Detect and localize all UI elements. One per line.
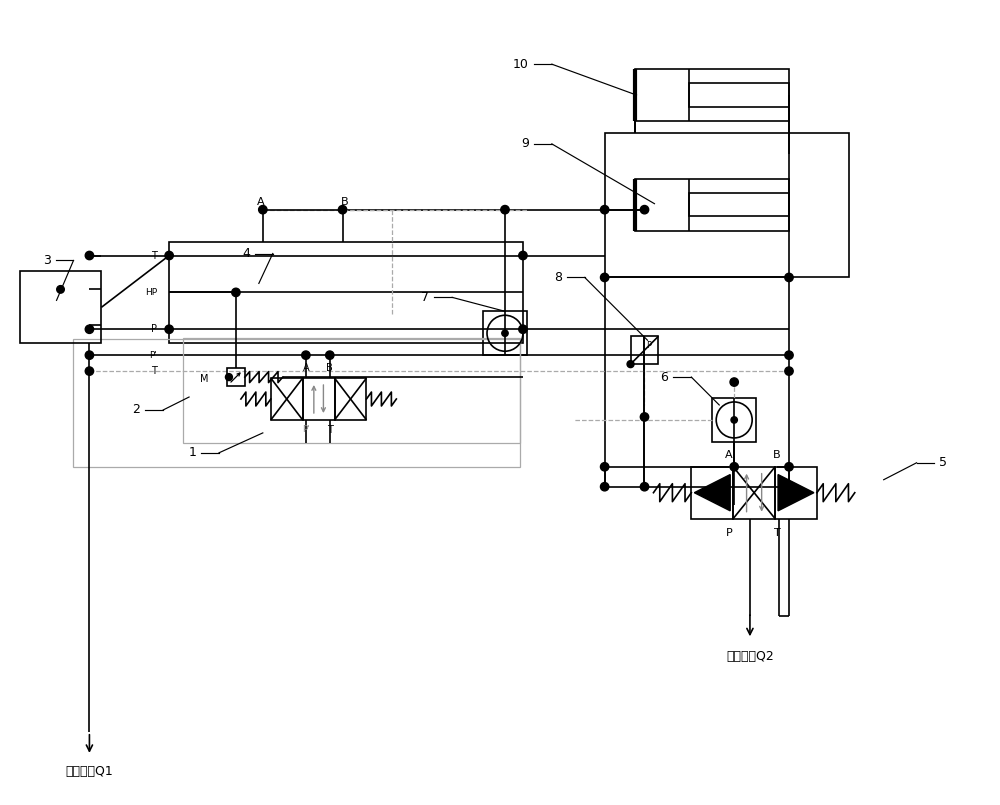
Circle shape (85, 367, 94, 375)
Circle shape (302, 351, 310, 359)
Circle shape (785, 367, 793, 375)
Bar (169, 242, 523, 343)
Circle shape (326, 351, 334, 359)
Circle shape (785, 463, 793, 471)
Text: B: B (326, 363, 333, 374)
Text: 压力油源Q1: 压力油源Q1 (66, 766, 113, 778)
Text: T: T (327, 425, 333, 435)
Text: 8: 8 (554, 271, 562, 284)
Text: P: P (151, 324, 157, 334)
Circle shape (519, 251, 527, 260)
Bar (20, 271, 101, 343)
Circle shape (232, 288, 240, 296)
Circle shape (730, 463, 738, 471)
Circle shape (338, 205, 347, 214)
Text: P: P (726, 527, 732, 538)
Text: B: B (341, 196, 348, 207)
Circle shape (785, 482, 793, 491)
Circle shape (85, 325, 94, 333)
Circle shape (57, 286, 64, 293)
Circle shape (165, 251, 173, 260)
Bar (483, 312, 527, 355)
Text: P': P' (302, 425, 310, 435)
Circle shape (627, 361, 634, 368)
Bar (183, 338, 520, 443)
Bar (635, 69, 789, 121)
Circle shape (502, 330, 508, 336)
Text: A: A (257, 196, 265, 207)
Circle shape (259, 205, 267, 214)
Text: HP: HP (145, 288, 157, 297)
Text: 7: 7 (421, 291, 429, 303)
Text: 6: 6 (661, 370, 668, 384)
Circle shape (225, 374, 232, 381)
Circle shape (731, 417, 737, 423)
Text: 10: 10 (513, 58, 529, 71)
Circle shape (730, 378, 738, 386)
Circle shape (600, 273, 609, 282)
Circle shape (600, 463, 609, 471)
Text: P': P' (149, 351, 157, 360)
Text: 合流油源Q2: 合流油源Q2 (726, 650, 774, 663)
Text: 9: 9 (521, 138, 529, 151)
Text: 2: 2 (132, 403, 140, 416)
Bar (631, 336, 658, 364)
Bar (689, 84, 789, 107)
Bar (712, 398, 756, 442)
Bar (271, 378, 303, 420)
Circle shape (600, 205, 609, 214)
Circle shape (785, 273, 793, 282)
Bar (605, 133, 849, 278)
Bar (303, 378, 335, 420)
Text: B: B (773, 450, 781, 460)
Bar (691, 467, 733, 518)
Text: A: A (303, 363, 309, 374)
Text: 3: 3 (43, 254, 51, 267)
Circle shape (785, 351, 793, 359)
Bar (775, 467, 817, 518)
Circle shape (85, 251, 94, 260)
Circle shape (165, 325, 173, 333)
Bar (689, 193, 789, 217)
Circle shape (640, 205, 649, 214)
Circle shape (85, 351, 94, 359)
Circle shape (600, 482, 609, 491)
Circle shape (519, 325, 527, 333)
Bar (73, 339, 520, 467)
Bar (635, 179, 789, 230)
Text: T: T (151, 250, 157, 261)
Text: 4: 4 (242, 247, 250, 260)
Text: 5: 5 (939, 456, 947, 469)
Circle shape (640, 413, 649, 421)
Bar (227, 368, 245, 386)
Text: P: P (646, 341, 651, 349)
Text: M: M (200, 374, 208, 384)
Circle shape (501, 205, 509, 214)
Polygon shape (694, 475, 730, 511)
Text: A: A (725, 450, 733, 460)
Bar (733, 467, 775, 518)
Polygon shape (778, 475, 814, 511)
Circle shape (640, 482, 649, 491)
Text: T: T (151, 366, 157, 376)
Text: T: T (774, 527, 781, 538)
Bar (335, 378, 366, 420)
Text: 1: 1 (188, 446, 196, 460)
